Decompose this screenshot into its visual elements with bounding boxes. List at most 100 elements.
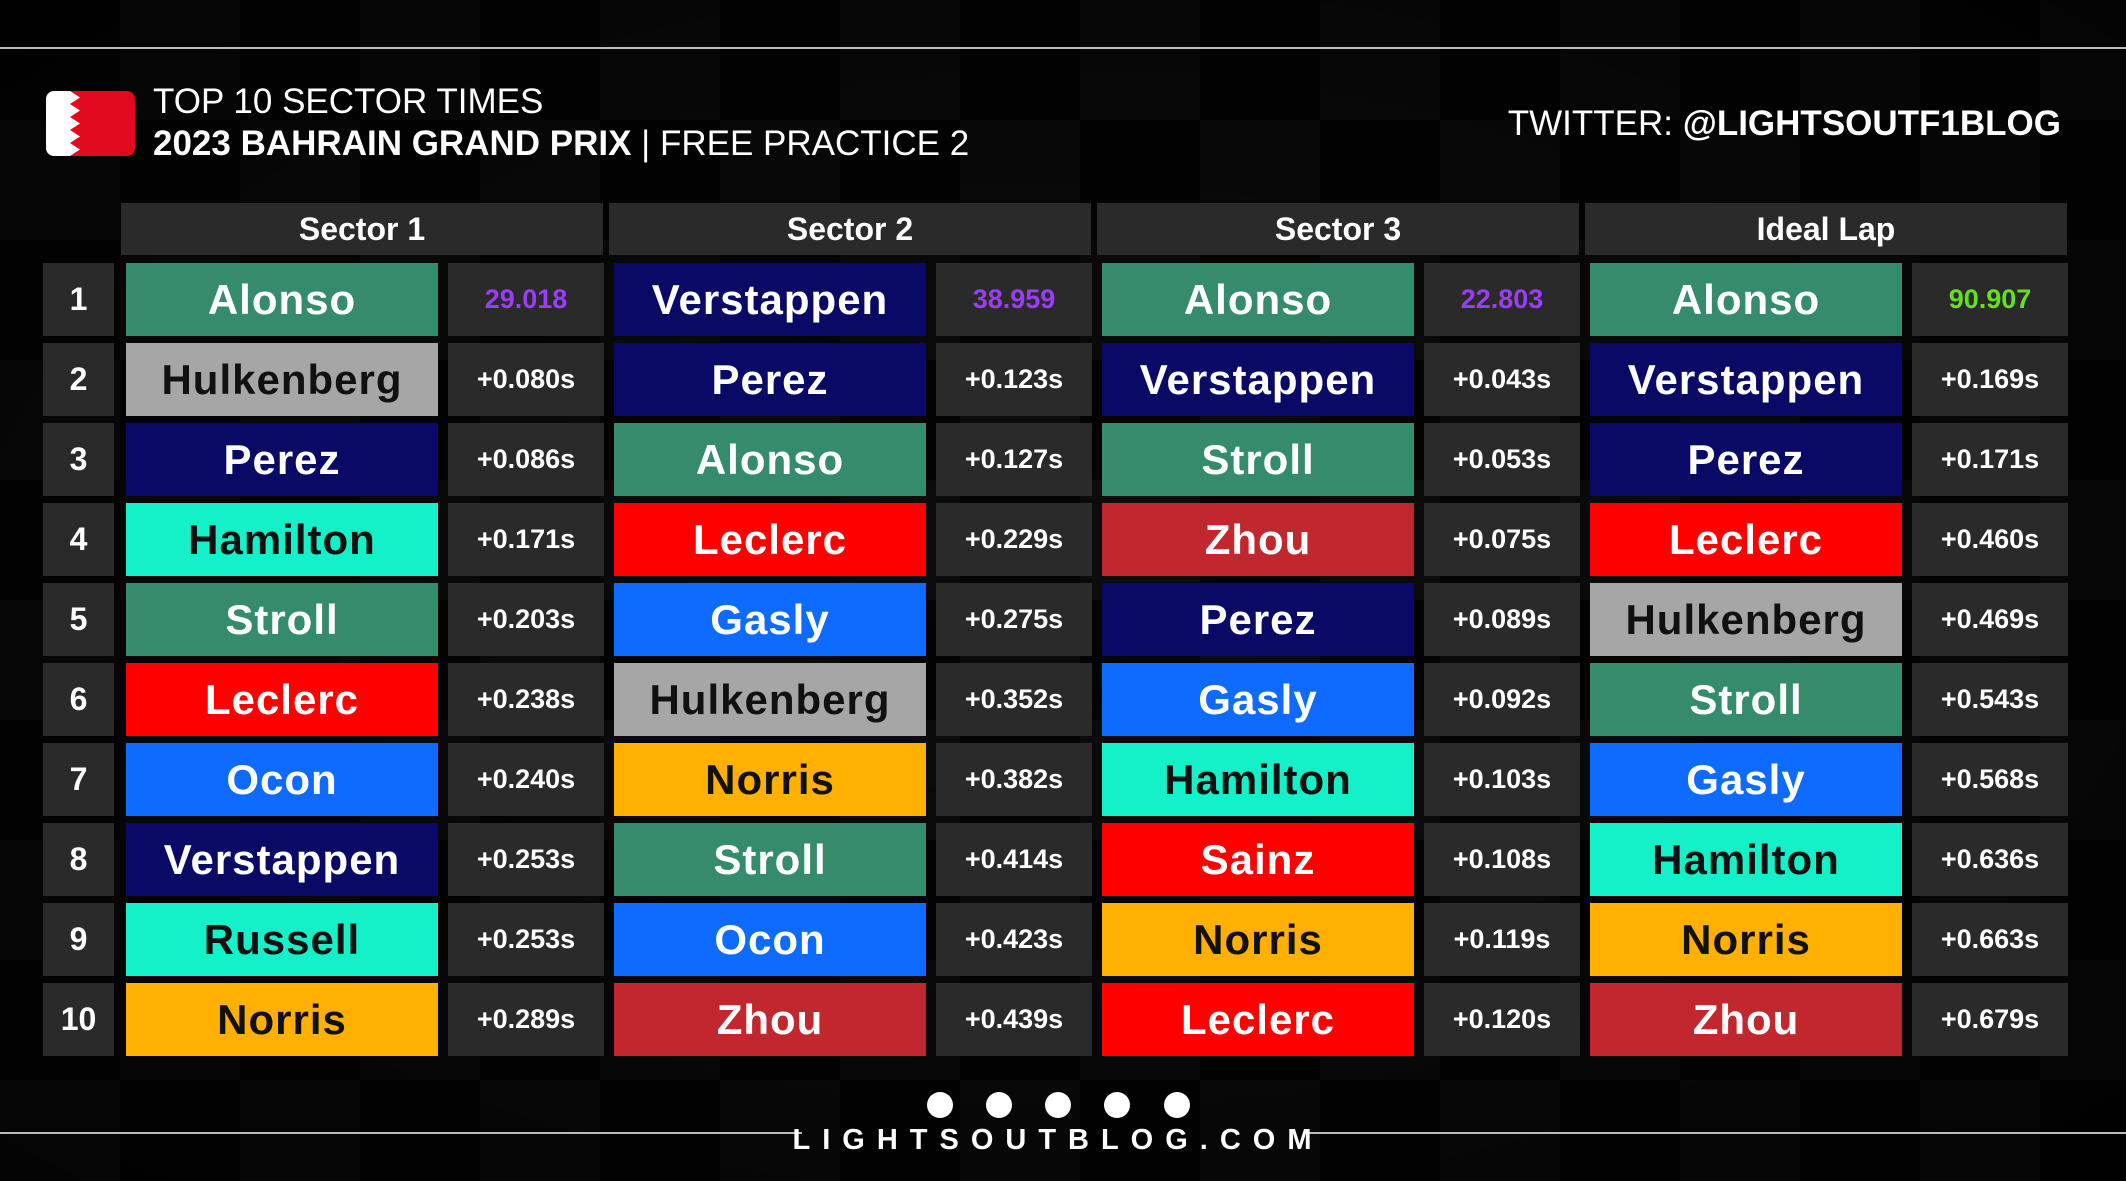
driver: Gasly bbox=[1590, 743, 1902, 816]
column-header: Ideal Lap bbox=[1585, 203, 2067, 255]
twitter-label: TWITTER: bbox=[1507, 104, 1673, 143]
time: +0.663s bbox=[1912, 903, 2068, 976]
driver: Zhou bbox=[1590, 983, 1902, 1056]
position: 10 bbox=[43, 983, 114, 1056]
driver: Perez bbox=[1102, 583, 1414, 656]
driver: Leclerc bbox=[614, 503, 926, 576]
driver: Ocon bbox=[614, 903, 926, 976]
driver: Norris bbox=[126, 983, 438, 1056]
position: 1 bbox=[43, 263, 114, 336]
column-header: Sector 2 bbox=[609, 203, 1091, 255]
driver: Hamilton bbox=[1590, 823, 1902, 896]
bottom-rule bbox=[0, 1132, 802, 1134]
driver: Stroll bbox=[1590, 663, 1902, 736]
driver: Ocon bbox=[126, 743, 438, 816]
driver: Alonso bbox=[614, 423, 926, 496]
bottom-rule bbox=[1303, 1132, 2126, 1134]
time: +0.382s bbox=[936, 743, 1092, 816]
driver: Hulkenberg bbox=[614, 663, 926, 736]
bahrain-flag bbox=[46, 91, 135, 156]
time: 29.018 bbox=[448, 263, 604, 336]
position: 6 bbox=[43, 663, 114, 736]
driver: Zhou bbox=[614, 983, 926, 1056]
position: 9 bbox=[43, 903, 114, 976]
driver: Gasly bbox=[614, 583, 926, 656]
driver: Leclerc bbox=[126, 663, 438, 736]
time: +0.253s bbox=[448, 823, 604, 896]
time: +0.352s bbox=[936, 663, 1092, 736]
time: +0.119s bbox=[1424, 903, 1580, 976]
time: +0.460s bbox=[1912, 503, 2068, 576]
dot bbox=[927, 1092, 953, 1118]
time: +0.092s bbox=[1424, 663, 1580, 736]
driver: Hamilton bbox=[126, 503, 438, 576]
dot bbox=[1164, 1092, 1190, 1118]
time: +0.075s bbox=[1424, 503, 1580, 576]
position: 5 bbox=[43, 583, 114, 656]
time: +0.080s bbox=[448, 343, 604, 416]
driver: Perez bbox=[614, 343, 926, 416]
site: LIGHTSOUTBLOG.COM bbox=[792, 1124, 1324, 1156]
driver: Gasly bbox=[1102, 663, 1414, 736]
driver: Russell bbox=[126, 903, 438, 976]
dot bbox=[986, 1092, 1012, 1118]
driver: Perez bbox=[126, 423, 438, 496]
time: +0.169s bbox=[1912, 343, 2068, 416]
time: 22.803 bbox=[1424, 263, 1580, 336]
position: 7 bbox=[43, 743, 114, 816]
time: +0.229s bbox=[936, 503, 1092, 576]
driver: Stroll bbox=[614, 823, 926, 896]
time: +0.289s bbox=[448, 983, 604, 1056]
time: +0.636s bbox=[1912, 823, 2068, 896]
time: +0.238s bbox=[448, 663, 604, 736]
time: +0.086s bbox=[448, 423, 604, 496]
time: +0.171s bbox=[448, 503, 604, 576]
time: +0.275s bbox=[936, 583, 1092, 656]
driver: Norris bbox=[614, 743, 926, 816]
column-header: Sector 3 bbox=[1097, 203, 1579, 255]
time: +0.203s bbox=[448, 583, 604, 656]
driver: Hulkenberg bbox=[126, 343, 438, 416]
driver: Verstappen bbox=[1102, 343, 1414, 416]
top-rule bbox=[0, 47, 2126, 49]
driver: Norris bbox=[1102, 903, 1414, 976]
time: +0.108s bbox=[1424, 823, 1580, 896]
session: | FREE PRACTICE 2 bbox=[641, 124, 970, 163]
time: +0.543s bbox=[1912, 663, 2068, 736]
driver: Alonso bbox=[1590, 263, 1902, 336]
time: +0.171s bbox=[1912, 423, 2068, 496]
driver: Hulkenberg bbox=[1590, 583, 1902, 656]
position: 4 bbox=[43, 503, 114, 576]
time: +0.120s bbox=[1424, 983, 1580, 1056]
time: +0.679s bbox=[1912, 983, 2068, 1056]
position: 2 bbox=[43, 343, 114, 416]
position: 3 bbox=[43, 423, 114, 496]
time: +0.568s bbox=[1912, 743, 2068, 816]
title: TOP 10 SECTOR TIMES bbox=[153, 82, 544, 121]
time: +0.240s bbox=[448, 743, 604, 816]
driver: Leclerc bbox=[1590, 503, 1902, 576]
time: +0.469s bbox=[1912, 583, 2068, 656]
driver: Verstappen bbox=[614, 263, 926, 336]
event: 2023 BAHRAIN GRAND PRIX bbox=[153, 124, 632, 163]
driver: Hamilton bbox=[1102, 743, 1414, 816]
time: +0.423s bbox=[936, 903, 1092, 976]
driver: Alonso bbox=[1102, 263, 1414, 336]
time: +0.053s bbox=[1424, 423, 1580, 496]
driver: Alonso bbox=[126, 263, 438, 336]
time: +0.123s bbox=[936, 343, 1092, 416]
twitter: TWITTER: @LIGHTSOUTF1BLOG bbox=[1508, 104, 2061, 144]
driver: Sainz bbox=[1102, 823, 1414, 896]
time: +0.043s bbox=[1424, 343, 1580, 416]
twitter-handle: @LIGHTSOUTF1BLOG bbox=[1682, 104, 2061, 143]
time: +0.089s bbox=[1424, 583, 1580, 656]
dot bbox=[1104, 1092, 1130, 1118]
time: +0.103s bbox=[1424, 743, 1580, 816]
column-header: Sector 1 bbox=[121, 203, 603, 255]
driver: Zhou bbox=[1102, 503, 1414, 576]
driver: Perez bbox=[1590, 423, 1902, 496]
driver: Stroll bbox=[1102, 423, 1414, 496]
driver: Stroll bbox=[126, 583, 438, 656]
driver: Norris bbox=[1590, 903, 1902, 976]
